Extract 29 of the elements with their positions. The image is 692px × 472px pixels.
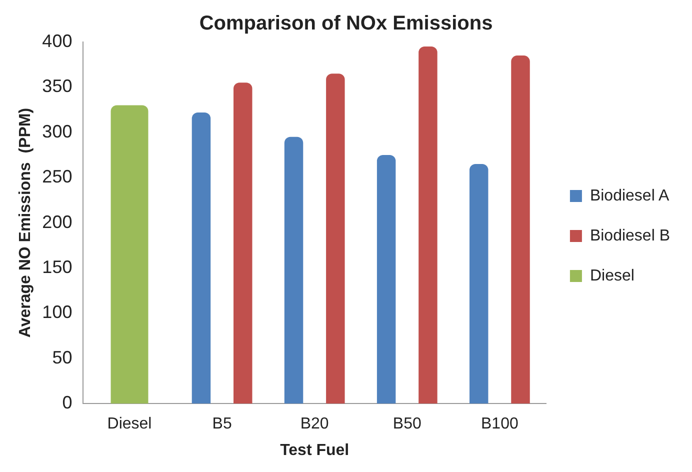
y-tick-label: 400 [42,30,72,51]
x-tick-label: B50 [392,416,422,433]
y-tick-label: 350 [42,76,72,96]
bar [469,164,488,404]
y-axis-title: Average NO Emissions (PPM) [17,108,34,338]
bar [326,74,345,404]
y-tick-label: 200 [42,212,72,232]
x-axis-title: Test Fuel [280,442,350,459]
bar [418,46,438,404]
y-tick-label: 150 [42,256,72,277]
x-tick-label: B5 [212,416,232,433]
chart-title: Comparison of NOx Emissions [199,12,493,35]
x-tick-label: B20 [300,416,329,433]
x-tick-label: Diesel [107,416,152,433]
y-tick-label: 250 [42,166,72,187]
bar [284,136,304,404]
bar [192,112,211,404]
bar [110,105,148,404]
bar [376,155,396,404]
y-tick-label: 50 [52,347,72,368]
x-tick-label: B100 [480,416,518,433]
y-tick-label: 300 [42,121,72,142]
y-tick-label: 0 [62,392,72,413]
legend-label: Diesel [590,267,634,284]
bar [511,56,530,404]
y-tick-label: 100 [42,302,72,322]
bar [234,82,252,404]
legend-label: Biodiesel B [590,227,670,244]
legend-label: Biodiesel A [590,187,670,204]
